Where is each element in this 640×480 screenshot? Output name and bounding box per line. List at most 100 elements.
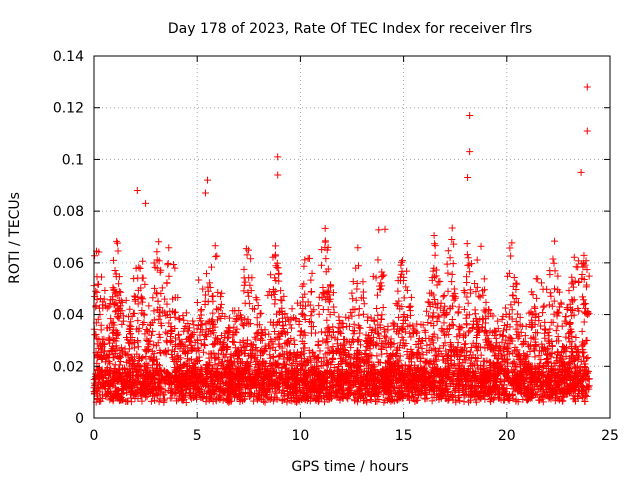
data-point [337,360,345,368]
data-point [517,356,525,364]
data-point [203,377,211,385]
data-point [376,334,384,342]
data-point [175,315,183,323]
data-point [163,279,171,287]
data-point [389,351,397,359]
data-point [307,276,315,284]
data-point [317,328,325,336]
data-point [572,348,580,356]
data-point [325,324,333,332]
data-point [395,313,403,321]
data-point [581,308,589,316]
data-point [136,388,144,396]
data-point [233,312,241,320]
data-point [340,335,348,343]
data-point [509,291,517,299]
data-point [473,339,481,347]
data-point [101,382,109,390]
data-point [394,277,402,285]
data-point [273,378,281,386]
data-point [315,310,323,318]
data-point [409,350,417,358]
data-point [163,300,171,308]
data-point [330,308,338,316]
data-point [503,344,511,352]
data-point [399,257,407,265]
data-point [257,309,265,317]
data-point [374,358,382,366]
data-point [483,378,491,386]
data-point [329,371,337,379]
data-point [175,330,183,338]
data-point [498,315,506,323]
data-point [336,385,344,393]
data-point [139,295,147,303]
data-point [372,327,380,335]
data-point [355,305,363,313]
data-point [507,335,515,343]
data-point [212,253,220,261]
data-point [541,326,549,334]
data-point [115,397,123,405]
data-point [216,395,224,403]
data-point [284,394,292,402]
data-point [122,397,130,405]
data-point [546,393,554,401]
data-point [545,336,553,344]
data-point [580,340,588,348]
data-point [329,348,337,356]
data-point [119,389,127,397]
data-point [387,335,395,343]
data-point [278,364,286,372]
data-point [521,332,529,340]
data-point [460,398,468,406]
data-point [551,237,559,245]
data-point [350,330,358,338]
data-point [171,264,179,272]
data-point [541,334,549,342]
data-point [296,351,304,359]
data-point [278,297,286,305]
data-point [266,377,274,385]
data-point [307,288,315,296]
data-point [321,244,329,252]
data-point [473,317,481,325]
data-point [302,302,310,310]
data-point [220,363,228,371]
data-point [212,334,220,342]
data-point [247,340,255,348]
data-point [156,378,164,386]
data-point [127,318,135,326]
data-point [446,254,454,262]
data-point [169,295,177,303]
data-point [104,374,112,382]
data-point [564,383,572,391]
data-point [112,394,120,402]
data-point [320,290,328,298]
data-point [123,389,131,397]
data-point [521,338,529,346]
data-point [378,311,386,319]
data-point [176,339,184,347]
data-point [354,369,362,377]
data-point [241,278,249,286]
data-point [132,367,140,375]
data-point [578,274,586,282]
data-point [296,331,304,339]
data-point [117,390,125,398]
data-point [158,284,166,292]
data-point [395,390,403,398]
data-point [199,394,207,402]
data-point [419,374,427,382]
data-point [342,359,350,367]
data-point [535,317,543,325]
data-point [352,296,360,304]
data-point [509,381,517,389]
data-point [561,360,569,368]
data-point [513,280,521,288]
data-point [535,364,543,372]
data-point [277,329,285,337]
data-point [484,335,492,343]
data-point [429,314,437,322]
data-point [336,324,344,332]
